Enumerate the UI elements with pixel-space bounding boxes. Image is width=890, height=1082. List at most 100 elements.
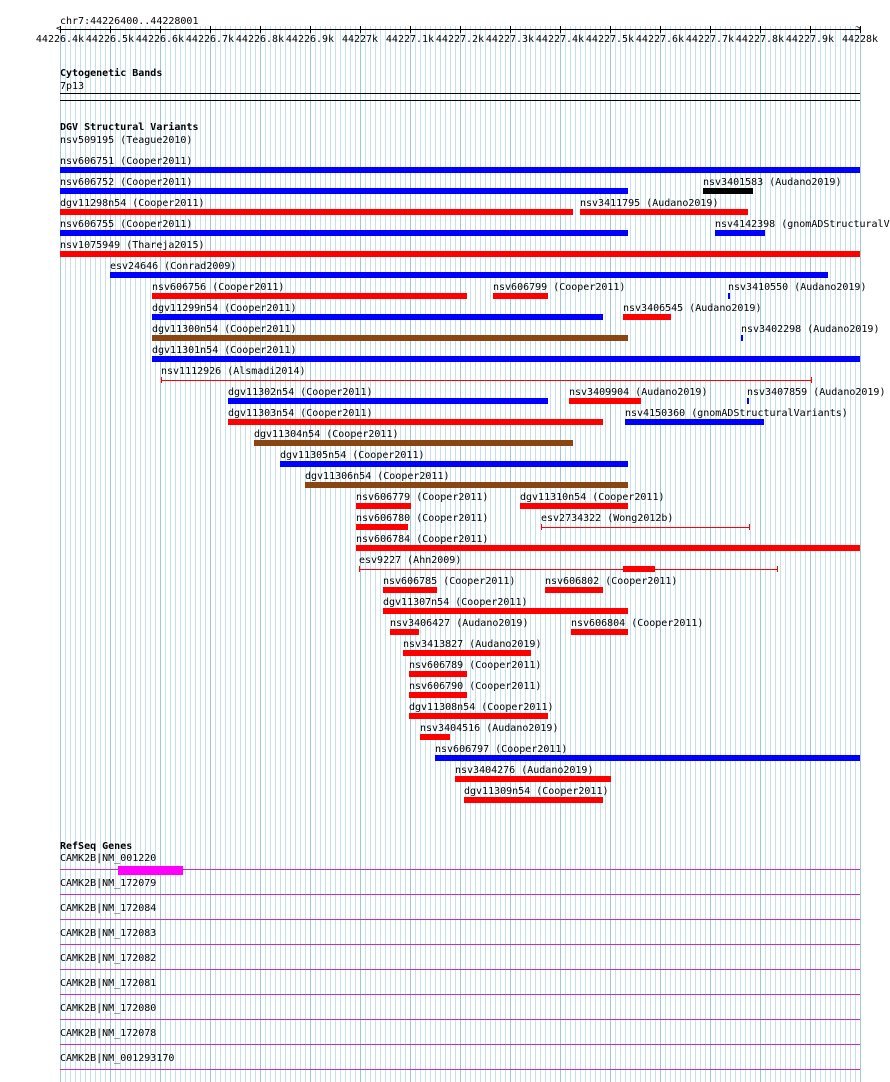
refseq-gene-intron-line[interactable]	[60, 919, 860, 920]
refseq-gene-label[interactable]: CAMK2B|NM_172078	[60, 1028, 157, 1039]
refseq-gene-label[interactable]: CAMK2B|NM_172082	[60, 953, 157, 964]
dgv-feature-label[interactable]: nsv606755 (Cooper2011)	[60, 219, 193, 230]
dgv-feature-bar[interactable]	[715, 230, 765, 236]
dgv-feature-label[interactable]: nsv606780 (Cooper2011)	[356, 513, 489, 524]
dgv-feature-label[interactable]: dgv11305n54 (Cooper2011)	[280, 450, 425, 461]
dgv-feature-label[interactable]: nsv3411795 (Audano2019)	[580, 198, 719, 209]
dgv-feature-bar[interactable]	[152, 335, 628, 341]
refseq-gene-label[interactable]: CAMK2B|NM_001220	[60, 853, 157, 864]
refseq-gene-intron-line[interactable]	[60, 869, 860, 870]
dgv-feature-bar[interactable]	[403, 650, 531, 656]
dgv-feature-bar[interactable]	[545, 587, 603, 593]
dgv-feature-label[interactable]: dgv11307n54 (Cooper2011)	[383, 597, 528, 608]
refseq-gene-label[interactable]: CAMK2B|NM_172079	[60, 878, 157, 889]
dgv-feature-label[interactable]: nsv3406545 (Audano2019)	[623, 303, 762, 314]
refseq-gene-intron-line[interactable]	[60, 1019, 860, 1020]
dgv-feature-bar[interactable]	[435, 755, 860, 761]
dgv-feature-label[interactable]: nsv4142398 (gnomADStructuralVariants)	[715, 219, 890, 230]
dgv-feature-span[interactable]	[541, 527, 749, 528]
dgv-feature-bar[interactable]	[420, 734, 450, 740]
dgv-feature-bar[interactable]	[464, 797, 603, 803]
dgv-feature-label[interactable]: dgv11308n54 (Cooper2011)	[409, 702, 554, 713]
dgv-feature-span[interactable]	[161, 380, 811, 381]
dgv-feature-label[interactable]: dgv11299n54 (Cooper2011)	[152, 303, 297, 314]
refseq-gene-label[interactable]: CAMK2B|NM_172084	[60, 903, 157, 914]
dgv-feature-bar[interactable]	[356, 545, 860, 551]
refseq-gene-intron-line[interactable]	[60, 969, 860, 970]
dgv-feature-bar[interactable]	[60, 167, 860, 173]
dgv-feature-label[interactable]: nsv606797 (Cooper2011)	[435, 744, 568, 755]
dgv-feature-bar[interactable]	[569, 398, 641, 404]
dgv-feature-bar[interactable]	[703, 188, 753, 194]
refseq-gene-intron-line[interactable]	[60, 1069, 860, 1070]
dgv-feature-bar[interactable]	[741, 335, 743, 341]
dgv-feature-label[interactable]: nsv606752 (Cooper2011)	[60, 177, 193, 188]
dgv-feature-label[interactable]: nsv3406427 (Audano2019)	[390, 618, 529, 629]
dgv-feature-bar[interactable]	[625, 419, 764, 425]
dgv-feature-bar[interactable]	[571, 629, 628, 635]
dgv-feature-label[interactable]: nsv606790 (Cooper2011)	[409, 681, 542, 692]
dgv-feature-bar[interactable]	[520, 503, 628, 509]
dgv-feature-label[interactable]: nsv606804 (Cooper2011)	[571, 618, 704, 629]
dgv-feature-label[interactable]: nsv606784 (Cooper2011)	[356, 534, 489, 545]
dgv-feature-label[interactable]: nsv606789 (Cooper2011)	[409, 660, 542, 671]
dgv-feature-label[interactable]: nsv606779 (Cooper2011)	[356, 492, 489, 503]
dgv-feature-label[interactable]: dgv11303n54 (Cooper2011)	[228, 408, 373, 419]
dgv-feature-bar[interactable]	[305, 482, 628, 488]
dgv-feature-bar[interactable]	[152, 314, 603, 320]
dgv-feature-bar[interactable]	[110, 272, 828, 278]
dgv-feature-label[interactable]: nsv606802 (Cooper2011)	[545, 576, 678, 587]
refseq-gene-intron-line[interactable]	[60, 994, 860, 995]
dgv-feature-label[interactable]: nsv1112926 (Alsmadi2014)	[161, 366, 306, 377]
dgv-feature-bar[interactable]	[254, 440, 573, 446]
dgv-feature-label[interactable]: esv2734322 (Wong2012b)	[541, 513, 674, 524]
refseq-exon-block[interactable]	[118, 866, 183, 875]
dgv-feature-bar[interactable]	[390, 629, 419, 635]
dgv-feature-bar[interactable]	[228, 419, 603, 425]
dgv-feature-label[interactable]: nsv1075949 (Thareja2015)	[60, 240, 205, 251]
dgv-feature-bar[interactable]	[623, 314, 671, 320]
dgv-feature-label[interactable]: dgv11306n54 (Cooper2011)	[305, 471, 450, 482]
refseq-gene-intron-line[interactable]	[60, 1044, 860, 1045]
dgv-feature-label[interactable]: nsv3402298 (Audano2019)	[741, 324, 880, 335]
dgv-feature-label[interactable]: nsv606751 (Cooper2011)	[60, 156, 193, 167]
refseq-gene-label[interactable]: CAMK2B|NM_001293170	[60, 1053, 175, 1064]
dgv-feature-bar[interactable]	[383, 608, 628, 614]
dgv-feature-bar[interactable]	[60, 251, 860, 257]
dgv-feature-label[interactable]: nsv3401583 (Audano2019)	[703, 177, 842, 188]
dgv-feature-label[interactable]: nsv509195 (Teague2010)	[60, 135, 193, 146]
dgv-feature-label[interactable]: nsv3404276 (Audano2019)	[455, 765, 594, 776]
refseq-gene-intron-line[interactable]	[60, 894, 860, 895]
dgv-feature-bar[interactable]	[228, 398, 548, 404]
dgv-feature-label[interactable]: esv24646 (Conrad2009)	[110, 261, 237, 272]
dgv-feature-bar[interactable]	[383, 587, 437, 593]
dgv-feature-label[interactable]: dgv11304n54 (Cooper2011)	[254, 429, 399, 440]
refseq-gene-label[interactable]: CAMK2B|NM_172083	[60, 928, 157, 939]
dgv-feature-label[interactable]: nsv4150360 (gnomADStructuralVariants)	[625, 408, 848, 419]
refseq-gene-intron-line[interactable]	[60, 944, 860, 945]
dgv-feature-bar[interactable]	[409, 692, 467, 698]
dgv-feature-label[interactable]: nsv3407859 (Audano2019)	[747, 387, 886, 398]
dgv-feature-bar[interactable]	[280, 461, 628, 467]
dgv-feature-bar[interactable]	[356, 503, 411, 509]
dgv-feature-bar[interactable]	[728, 293, 730, 299]
dgv-feature-bar[interactable]	[60, 209, 573, 215]
dgv-feature-bar[interactable]	[409, 671, 467, 677]
dgv-feature-label[interactable]: dgv11302n54 (Cooper2011)	[228, 387, 373, 398]
dgv-feature-label[interactable]: nsv3410550 (Audano2019)	[728, 282, 867, 293]
dgv-feature-label[interactable]: dgv11298n54 (Cooper2011)	[60, 198, 205, 209]
dgv-feature-label[interactable]: nsv606785 (Cooper2011)	[383, 576, 516, 587]
dgv-feature-label[interactable]: esv9227 (Ahn2009)	[359, 555, 462, 566]
dgv-feature-label[interactable]: dgv11301n54 (Cooper2011)	[152, 345, 297, 356]
dgv-feature-bar[interactable]	[409, 713, 548, 719]
dgv-feature-label[interactable]: nsv606756 (Cooper2011)	[152, 282, 285, 293]
dgv-feature-span[interactable]	[359, 569, 777, 570]
dgv-feature-bar[interactable]	[580, 209, 748, 215]
refseq-gene-label[interactable]: CAMK2B|NM_172080	[60, 1003, 157, 1014]
dgv-feature-label[interactable]: nsv3404516 (Audano2019)	[420, 723, 559, 734]
dgv-feature-label[interactable]: dgv11309n54 (Cooper2011)	[464, 786, 609, 797]
dgv-feature-bar[interactable]	[152, 356, 860, 362]
dgv-feature-label[interactable]: nsv3413827 (Audano2019)	[403, 639, 542, 650]
dgv-feature-bar[interactable]	[455, 776, 611, 782]
dgv-feature-bar[interactable]	[493, 293, 548, 299]
